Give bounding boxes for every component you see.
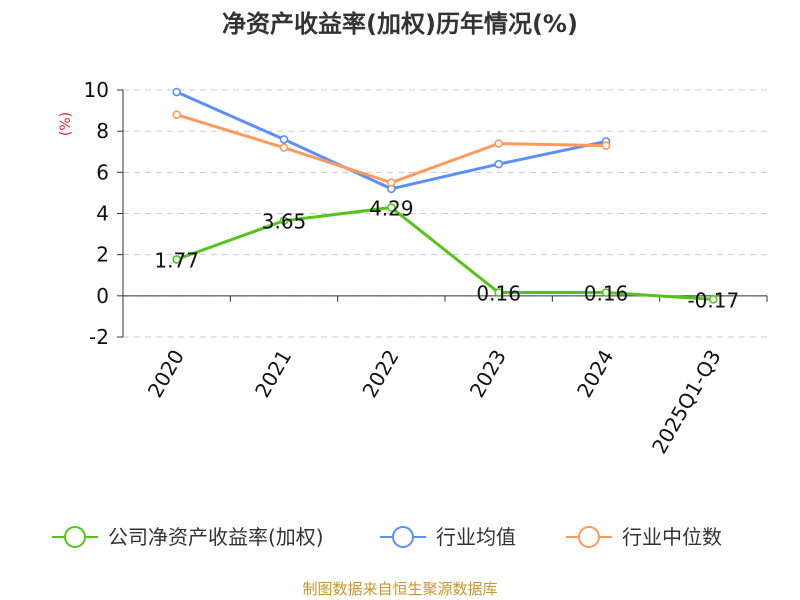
y-tick-label: 10 — [84, 78, 109, 102]
y-tick-label: 6 — [96, 160, 109, 184]
data-point — [601, 288, 611, 297]
data-point — [279, 143, 289, 152]
y-tick-label: -2 — [89, 325, 109, 349]
legend-label: 行业中位数 — [622, 525, 722, 549]
y-tick-label: 0 — [96, 284, 109, 308]
data-point — [494, 139, 503, 148]
data-point — [387, 203, 396, 212]
data-point — [172, 110, 181, 119]
legend: 公司净资产收益率(加权) 行业均值 行业中位数 — [52, 525, 722, 549]
legend-item-0[interactable]: 公司净资产收益率(加权) — [52, 525, 324, 549]
x-tick-label: 2020 — [143, 346, 189, 402]
x-tick-label: 2024 — [572, 346, 618, 402]
y-tick-label: 4 — [96, 202, 109, 226]
y-tick-label: 8 — [96, 119, 109, 143]
x-tick-label: 2022 — [357, 346, 403, 402]
legend-item-2[interactable]: 行业中位数 — [566, 525, 722, 549]
data-point — [494, 159, 503, 169]
data-labels: 1.77 3.65 4.29 0.16 0.16 -0.17 — [154, 197, 739, 313]
data-label: 1.77 — [154, 248, 199, 272]
legend-swatch-circle — [392, 526, 414, 548]
source-note: 制图数据来自恒生聚源数据库 — [302, 580, 497, 598]
series-line — [176, 90, 607, 191]
data-point — [601, 141, 611, 150]
legend-swatch-circle — [64, 526, 86, 548]
data-point — [172, 255, 181, 264]
legend-swatch-circle — [578, 526, 600, 548]
legend-label: 公司净资产收益率(加权) — [108, 525, 324, 549]
series-0 — [172, 203, 718, 304]
data-label: 0.16 — [584, 282, 629, 306]
data-point — [279, 135, 289, 144]
data-point — [387, 178, 396, 187]
series-line — [176, 206, 714, 301]
x-tick-label: 2021 — [250, 346, 296, 402]
y-tick-label: 2 — [96, 243, 109, 267]
data-label: 4.29 — [369, 197, 414, 221]
data-point — [279, 216, 289, 226]
x-tick-label: 2023 — [465, 345, 511, 401]
data-label: 3.65 — [262, 210, 307, 234]
series-2 — [172, 110, 611, 187]
data-point — [494, 288, 503, 297]
data-point — [172, 87, 181, 97]
series-1 — [172, 87, 611, 194]
y-axis-label: (%) — [58, 112, 74, 136]
data-label: 0.16 — [476, 282, 521, 306]
series-lines — [172, 87, 718, 304]
chart-title: 净资产收益率(加权)历年情况(%) — [222, 10, 578, 38]
legend-item-1[interactable]: 行业均值 — [380, 525, 516, 549]
x-tick-label: 2025Q1-Q3 — [647, 346, 726, 458]
data-point — [709, 295, 718, 304]
data-label: -0.17 — [687, 288, 739, 312]
legend-label: 行业均值 — [436, 525, 516, 549]
